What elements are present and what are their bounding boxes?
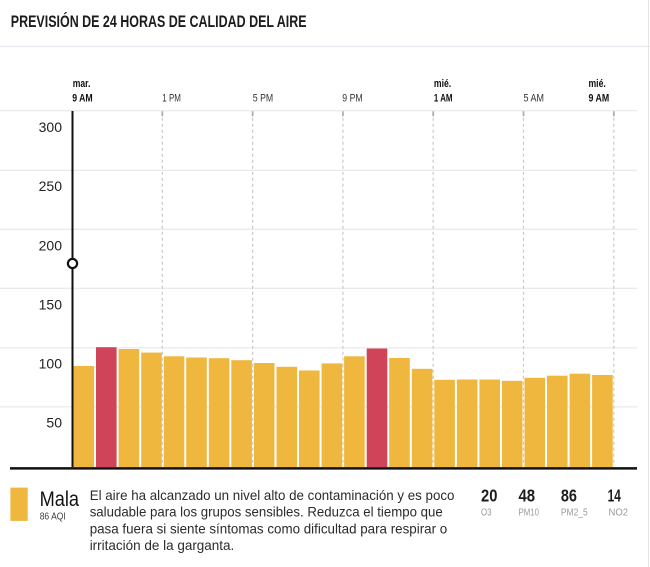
svg-text:pasa fuera si siente síntomas: pasa fuera si siente síntomas como dific… [90, 520, 448, 536]
svg-text:mar.: mar. [73, 78, 91, 90]
svg-text:5 AM: 5 AM [524, 93, 544, 105]
svg-text:1 PM: 1 PM [162, 93, 181, 105]
svg-text:El aire ha alcanzado un nivel: El aire ha alcanzado un nivel alto de co… [90, 487, 455, 503]
svg-text:mié.: mié. [434, 78, 451, 90]
svg-text:PREVISIÓN DE 24 HORAS DE CALID: PREVISIÓN DE 24 HORAS DE CALIDAD DEL AIR… [11, 12, 307, 31]
svg-text:86: 86 [561, 486, 577, 506]
svg-text:mié.: mié. [589, 78, 606, 90]
svg-text:Mala: Mala [40, 488, 80, 511]
svg-text:150: 150 [39, 296, 63, 312]
svg-text:PM10: PM10 [519, 506, 540, 518]
svg-text:100: 100 [39, 355, 63, 371]
svg-text:250: 250 [39, 178, 63, 194]
svg-text:NO2: NO2 [609, 506, 629, 518]
svg-text:O3: O3 [481, 506, 492, 518]
svg-text:9 AM: 9 AM [589, 93, 610, 105]
svg-text:9 AM: 9 AM [72, 93, 93, 105]
svg-text:200: 200 [39, 237, 63, 253]
svg-text:86 AQI: 86 AQI [40, 512, 66, 523]
svg-text:5 PM: 5 PM [253, 93, 273, 105]
svg-text:50: 50 [46, 414, 62, 430]
svg-text:PM2_5: PM2_5 [561, 506, 588, 518]
svg-text:irritación de la garganta.: irritación de la garganta. [90, 537, 235, 553]
svg-text:48: 48 [519, 486, 536, 506]
svg-text:14: 14 [608, 486, 621, 506]
svg-text:20: 20 [481, 486, 497, 506]
svg-text:1 AM: 1 AM [434, 93, 453, 105]
svg-text:saludable para los grupos sens: saludable para los grupos sensibles. Red… [90, 504, 443, 520]
svg-text:9 PM: 9 PM [342, 93, 362, 105]
svg-text:300: 300 [39, 119, 63, 135]
